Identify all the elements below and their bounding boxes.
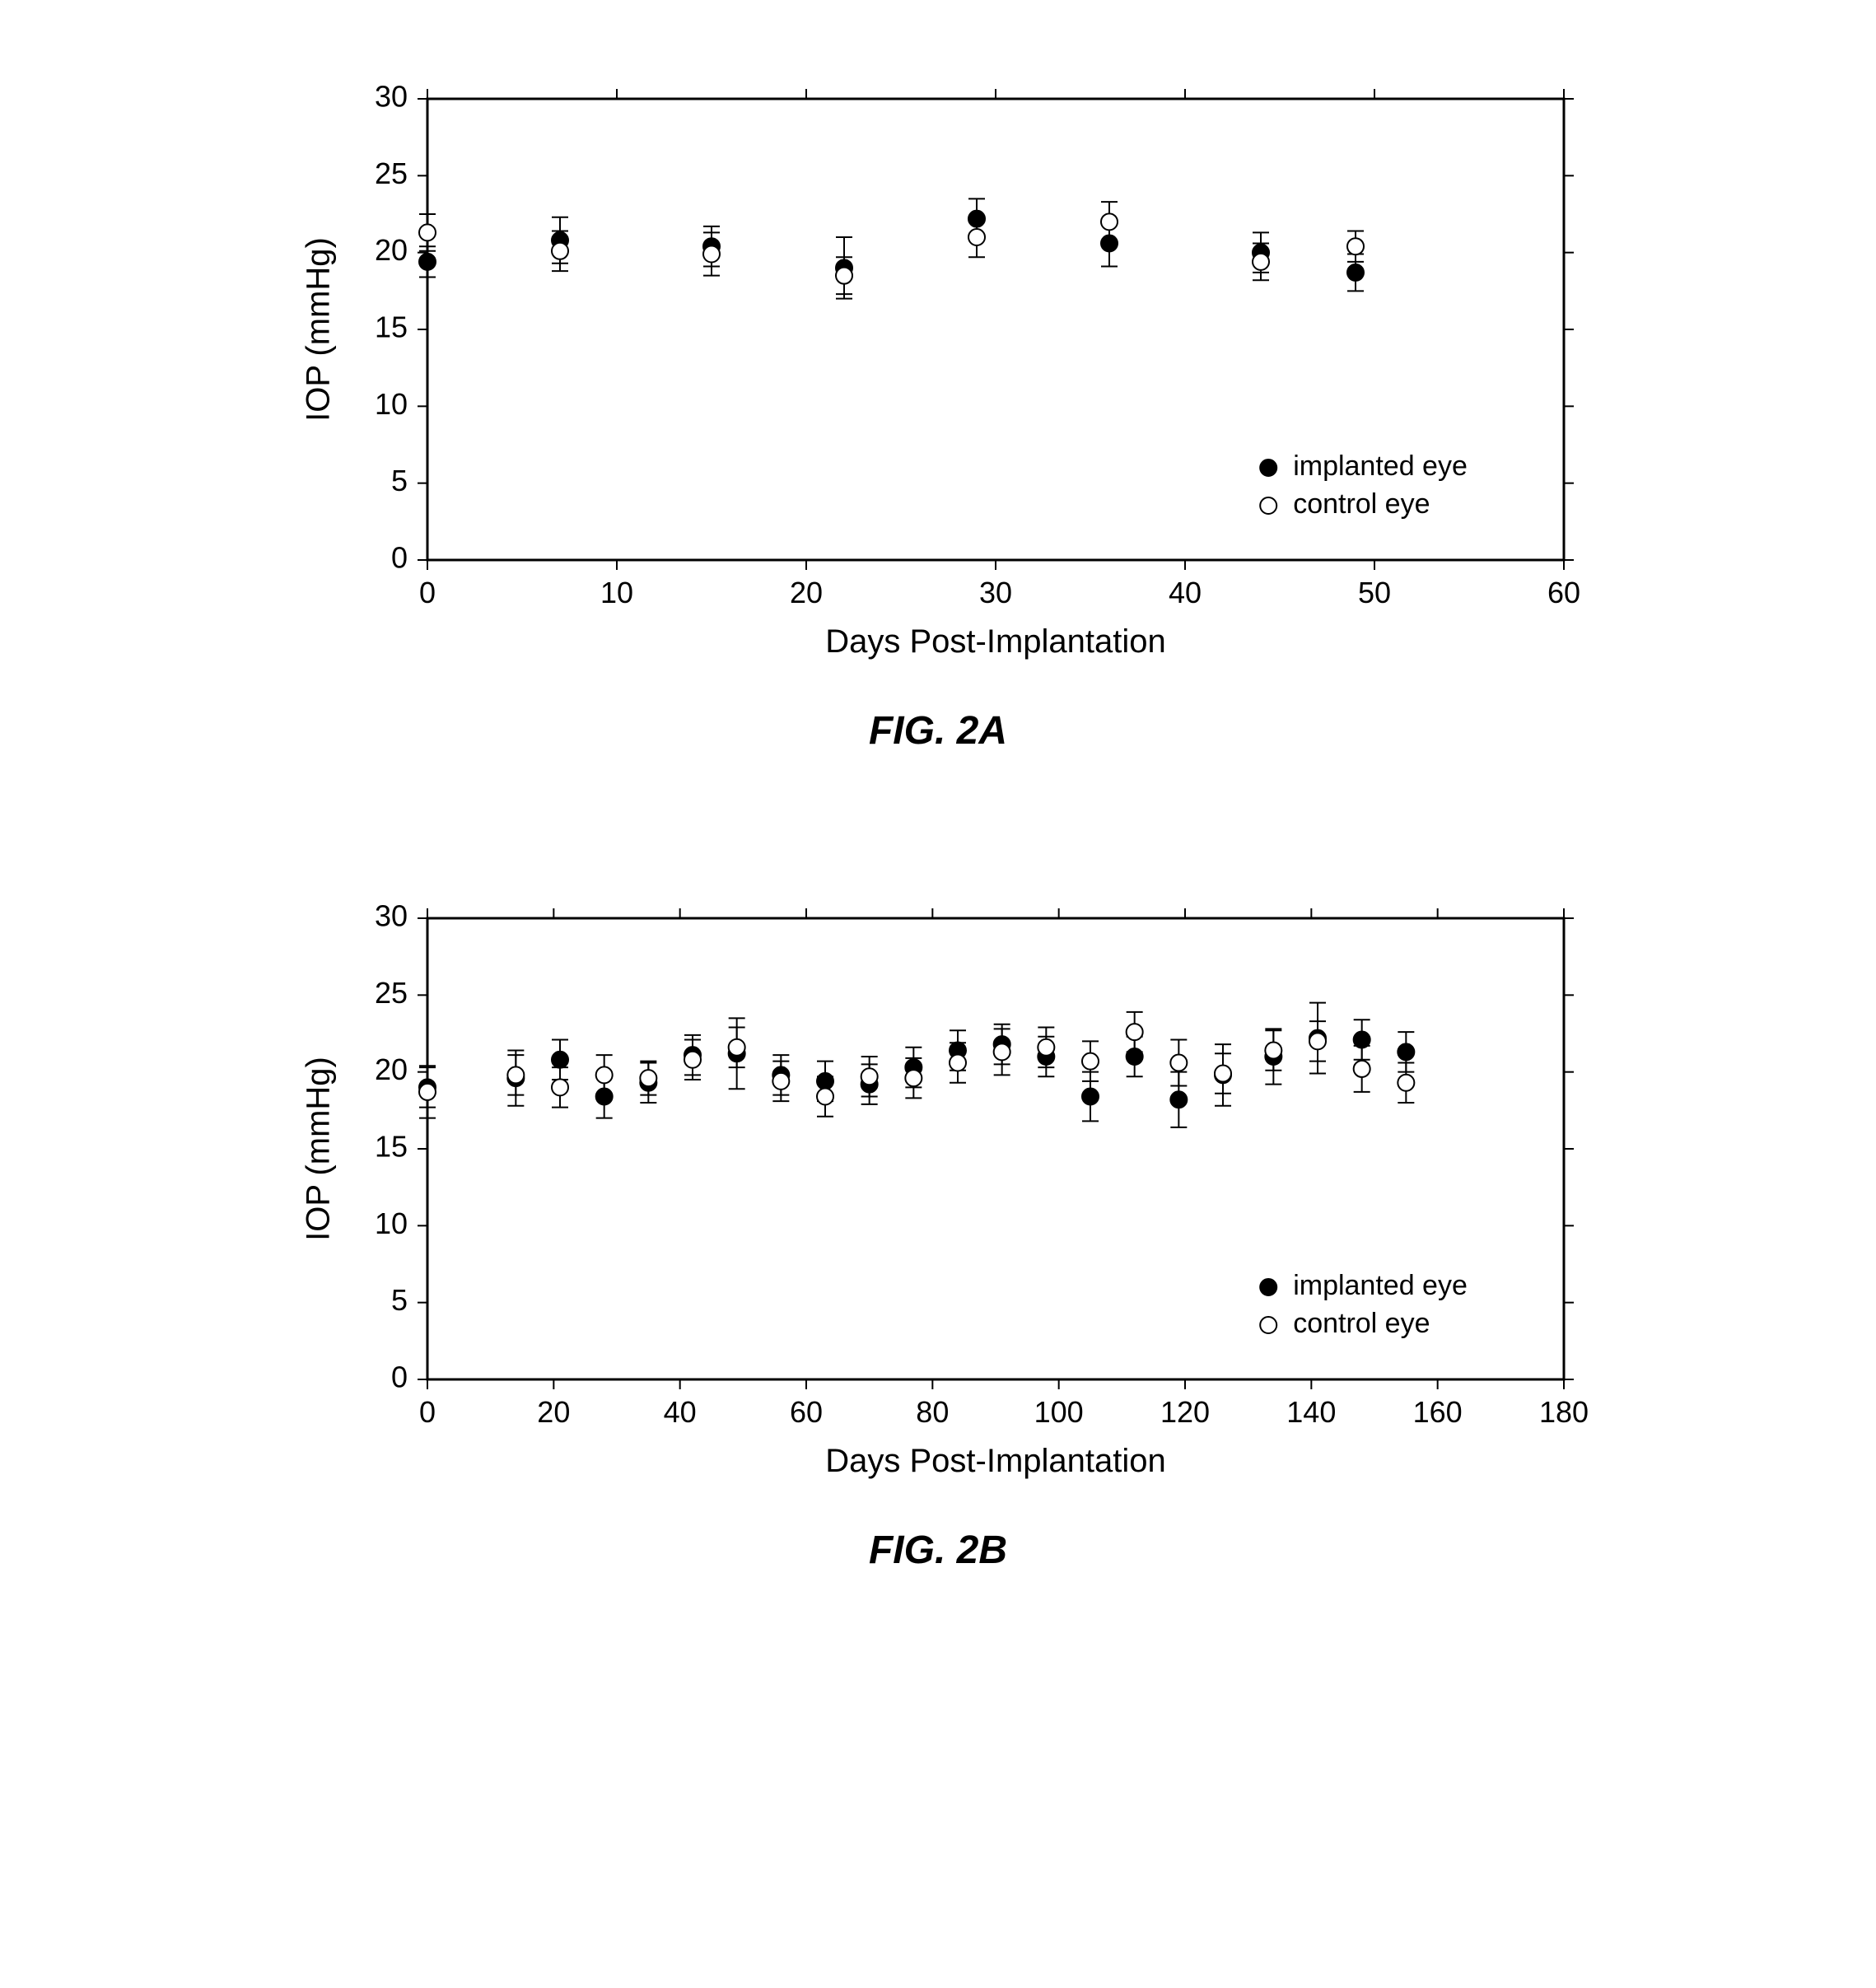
data-point-marker [994,1043,1010,1060]
x-axis-label: Days Post-Implantation [825,623,1166,660]
figure-2a-block: 0 10 20 30 40 50 60 0 5 10 15 20 25 30 Days Post-Impla… [99,49,1777,836]
data-point-marker [507,1066,524,1083]
y-axis-label: IOP (mmHg) [301,1057,337,1241]
y-tick-label: 5 [391,464,408,497]
data-point-marker [1265,1043,1281,1059]
data-point-marker [772,1073,789,1090]
x-tick-label: 60 [1547,576,1580,609]
data-point-marker [729,1039,745,1056]
legend-marker [1260,1317,1276,1333]
y-tick-label: 30 [375,899,408,933]
x-tick-label: 60 [790,1395,823,1429]
x-tick-label: 20 [537,1395,570,1429]
data-point-marker [419,224,436,240]
x-tick-label: 20 [790,576,823,609]
data-point-marker [419,1084,436,1100]
data-point-marker [1101,213,1118,230]
y-tick-label: 10 [375,1206,408,1240]
data-point-marker [1082,1053,1099,1070]
x-tick-label: 0 [419,1395,436,1429]
legend-marker [1260,497,1276,514]
data-point-marker [596,1066,613,1083]
x-tick-label: 40 [1169,576,1202,609]
y-tick-label: 20 [375,233,408,267]
legend-label: implanted eye [1293,1270,1468,1301]
data-point-marker [640,1070,656,1086]
chart-fig-2a: 0 10 20 30 40 50 60 0 5 10 15 20 25 30 Days Post-Impla… [238,49,1638,675]
page-root: 0102030405060051015202530Days Post-Impla… [0,0,1876,1988]
y-tick-label: 20 [375,1052,408,1086]
data-point-marker [968,229,985,245]
x-tick-label: 160 [1413,1395,1463,1429]
legend-marker [1260,1279,1276,1295]
y-tick-label: 30 [375,80,408,114]
x-tick-label: 40 [664,1395,697,1429]
data-point-marker [552,243,568,259]
figure-2b-block: 0 20 40 60 80 100 120 140 160 180 0 5 10 15 20 25 30 Days… [99,869,1777,1655]
data-point-marker [1398,1075,1414,1091]
data-point-marker [817,1089,833,1105]
legend-label: control eye [1293,1308,1430,1339]
y-tick-label: 25 [375,156,408,190]
x-tick-label: 0 [419,576,436,609]
legend-label: implanted eye [1293,450,1468,482]
y-tick-label: 0 [391,541,408,575]
x-tick-label: 80 [916,1395,949,1429]
data-point-marker [950,1054,966,1071]
data-point-marker [836,268,852,284]
data-point-marker [1398,1043,1414,1060]
y-tick-label: 10 [375,387,408,421]
data-point-marker [552,1052,568,1068]
y-tick-label: 0 [391,1360,408,1394]
data-point-marker [1215,1066,1231,1082]
legend-marker [1260,460,1276,476]
data-point-marker [1309,1033,1326,1049]
data-point-marker [1347,238,1364,254]
caption-fig-2b: FIG. 2B [869,1528,1007,1573]
data-point-marker [1170,1054,1187,1071]
data-point-marker [1354,1061,1370,1077]
x-tick-label: 140 [1286,1395,1336,1429]
x-tick-label: 180 [1539,1395,1589,1429]
y-tick-label: 25 [375,976,408,1010]
x-tick-label: 10 [600,576,633,609]
y-tick-label: 15 [375,310,408,344]
data-point-marker [1253,254,1269,270]
data-point-marker [1170,1091,1187,1108]
data-point-marker [552,1079,568,1095]
data-point-marker [703,246,720,263]
x-tick-label: 50 [1358,576,1391,609]
x-tick-label: 120 [1160,1395,1210,1429]
x-axis-label: Days Post-Implantation [825,1443,1166,1479]
data-point-marker [419,254,436,270]
x-tick-label: 100 [1034,1395,1084,1429]
caption-fig-2a: FIG. 2A [869,708,1007,754]
data-point-marker [1127,1024,1143,1040]
data-point-marker [1082,1089,1099,1105]
x-tick-label: 30 [979,576,1012,609]
data-point-marker [684,1052,701,1068]
data-point-marker [1038,1039,1054,1056]
chart-fig-2b: 0 20 40 60 80 100 120 140 160 180 0 5 10 15 20 25 30 Days… [238,869,1638,1495]
y-tick-label: 5 [391,1283,408,1317]
data-point-marker [1347,264,1364,281]
y-axis-label: IOP (mmHg) [301,237,337,422]
data-point-marker [905,1070,922,1086]
legend-label: control eye [1293,488,1430,520]
y-tick-label: 15 [375,1130,408,1164]
data-point-marker [861,1068,878,1085]
